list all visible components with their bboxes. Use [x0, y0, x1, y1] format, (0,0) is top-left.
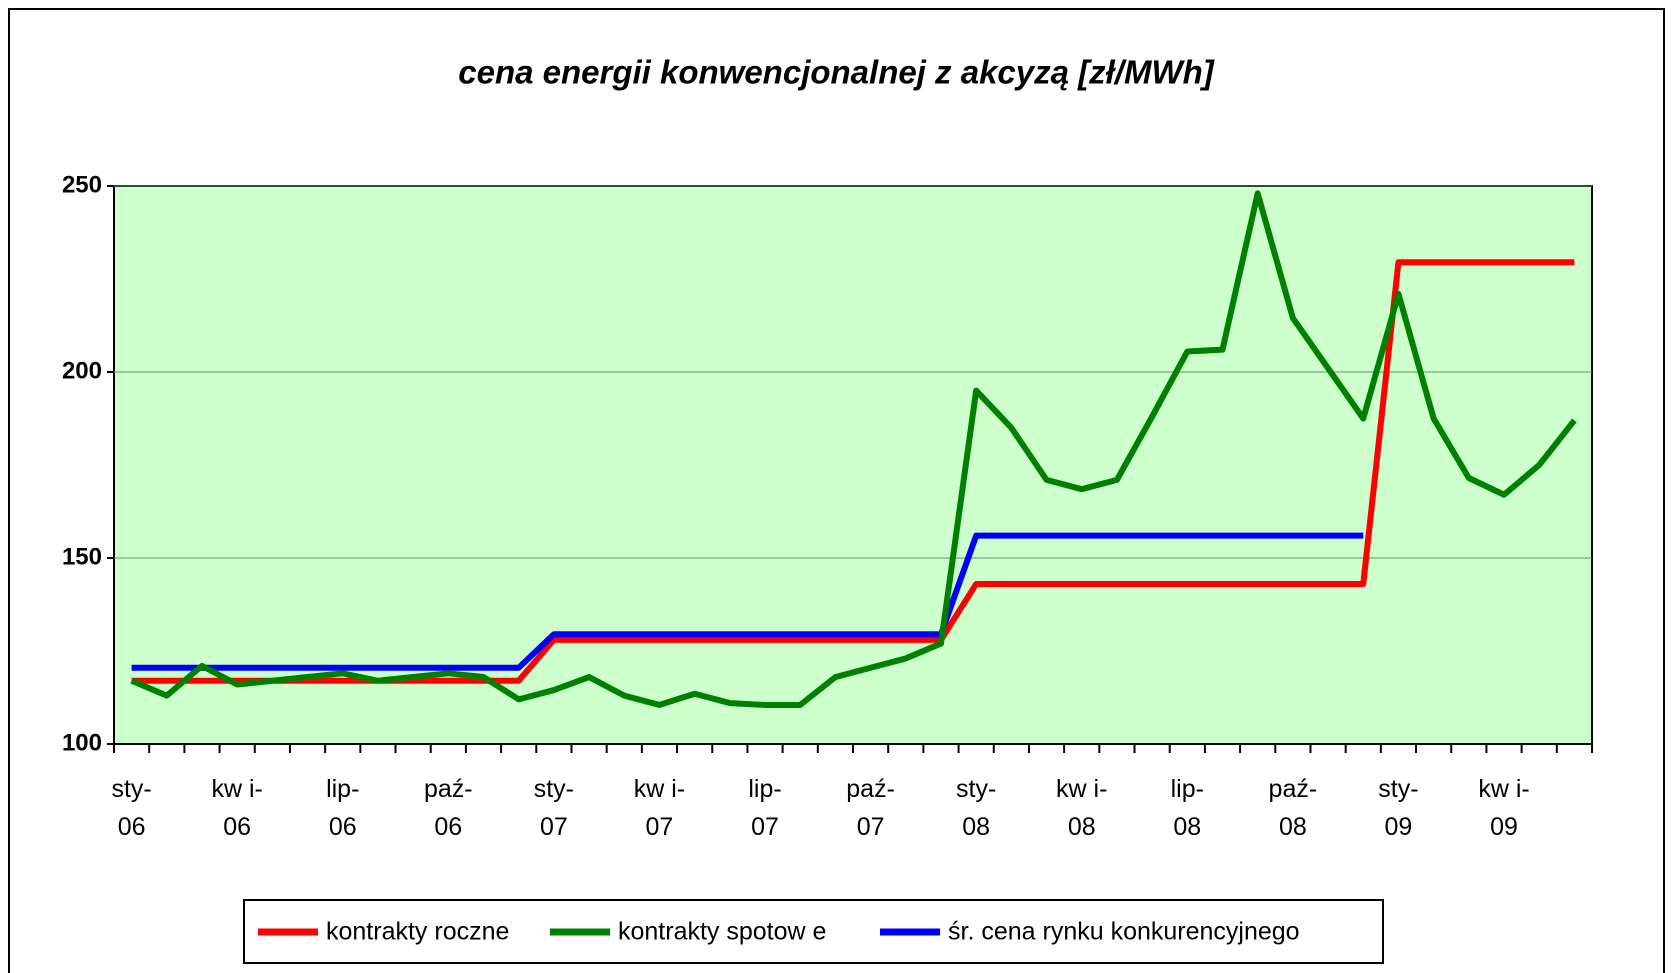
x-tick-label: paź- 07	[846, 775, 895, 841]
x-tick-label: paź- 06	[423, 775, 473, 841]
x-tick-label: paź- 08	[1268, 775, 1318, 841]
y-tick-label: 200	[62, 357, 102, 384]
x-tick-label: sty- 08	[956, 775, 997, 841]
y-tick-label: 150	[62, 543, 102, 570]
x-tick-label: lip- 06	[326, 775, 360, 841]
y-tick-label: 100	[62, 729, 102, 756]
x-tick-label: sty- 07	[533, 775, 575, 841]
series-line	[130, 190, 1577, 708]
x-tick-label: sty- 06	[111, 775, 152, 841]
x-tick-label: sty- 09	[1378, 775, 1419, 841]
x-tick-label: kw i- 06	[211, 775, 263, 841]
x-tick-label: kw i- 08	[1056, 775, 1108, 841]
legend-label: kontrakty roczne	[326, 918, 509, 946]
chart-title: cena energii konwencjonalnej z akcyzą [z…	[458, 54, 1215, 91]
legend-label: śr. cena rynku konkurencyjnego	[948, 918, 1300, 946]
plot-area	[113, 185, 1593, 745]
x-tick-label: lip- 07	[748, 775, 782, 841]
x-tick-label: lip- 08	[1170, 775, 1204, 841]
legend-box	[243, 899, 1384, 964]
y-tick-label: 250	[62, 171, 102, 198]
x-tick-label: kw i- 09	[1478, 775, 1530, 841]
series-line	[131, 532, 1364, 671]
x-tick-label: kw i- 07	[633, 775, 686, 841]
legend-label: kontrakty spotow e	[618, 918, 826, 946]
